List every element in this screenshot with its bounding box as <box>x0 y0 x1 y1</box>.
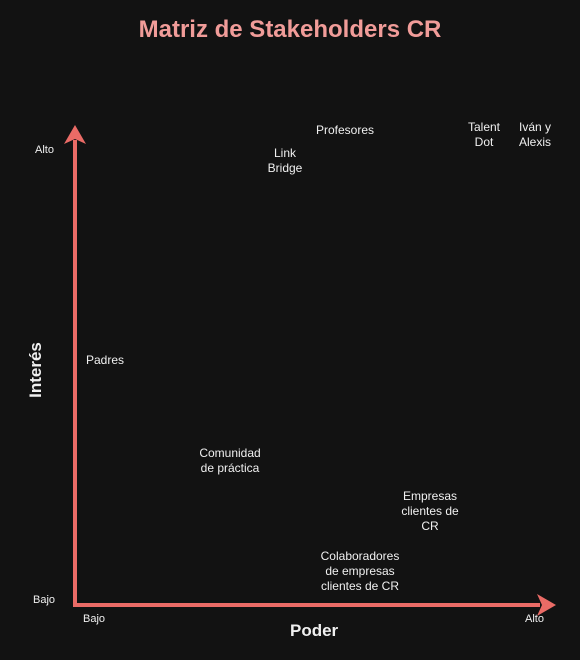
stakeholder-padres: Padres <box>85 353 125 367</box>
stakeholder-link-bridge: Link Bridge <box>267 146 303 175</box>
x-axis-high-tick: Alto <box>525 613 544 625</box>
y-axis-low-tick: Bajo <box>33 594 56 606</box>
y-axis-high-tick: Alto <box>35 144 54 156</box>
x-axis-low-tick: Bajo <box>83 613 106 625</box>
diagram-title: Matriz de Stakeholders CR <box>138 16 442 43</box>
stakeholder-profesores: Profesores <box>315 123 375 137</box>
stakeholder-ivan-alexis: Iván y Alexis <box>518 120 552 149</box>
y-axis-label: Interés <box>26 342 45 398</box>
y-axis-arrowhead <box>64 125 86 144</box>
stakeholder-colaboradores: Colaboradores de empresas clientes de CR <box>320 549 400 593</box>
stakeholder-comunidad-practica: Comunidad de práctica <box>199 446 261 475</box>
stakeholder-empresas-clientes: Empresas clientes de CR <box>401 489 459 533</box>
stakeholder-talent-dot: Talent Dot <box>467 120 501 149</box>
x-axis-label: Poder <box>290 621 339 640</box>
x-axis-arrowhead <box>537 594 556 616</box>
